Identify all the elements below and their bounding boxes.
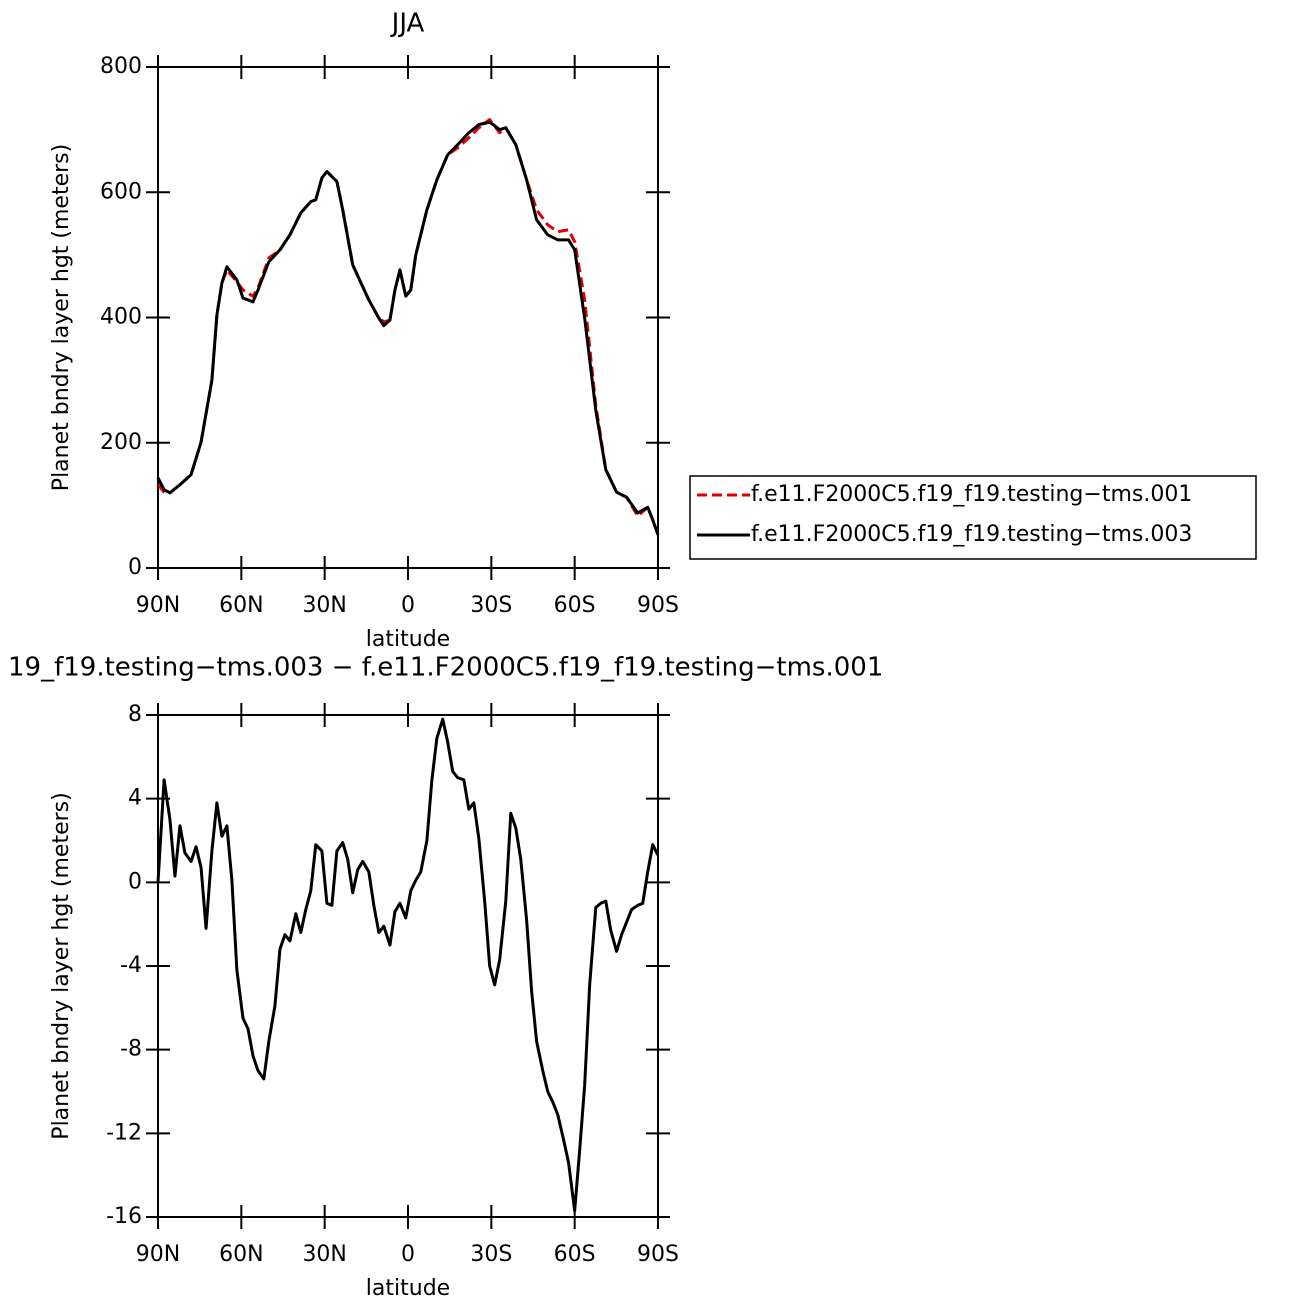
x-tick-label: 90S xyxy=(637,593,679,618)
legend-label: f.e11.F2000C5.f19_f19.testing−tms.003 xyxy=(751,522,1192,547)
y-tick-label: 800 xyxy=(100,54,142,79)
y-tick-label: -8 xyxy=(120,1037,142,1062)
x-tick-label: 60S xyxy=(554,593,596,618)
x-tick-label: 60N xyxy=(219,593,263,618)
y-tick-label: 0 xyxy=(128,555,142,580)
x-tick-label: 0 xyxy=(401,593,415,618)
chart-title: JJA xyxy=(390,9,425,39)
data-line xyxy=(156,717,660,1213)
x-tick-label: 60S xyxy=(554,1242,596,1267)
plot-frame xyxy=(157,66,659,569)
y-tick-label: -12 xyxy=(106,1120,142,1145)
y-axis-label: Planet bndry layer hgt (meters) xyxy=(49,144,74,491)
legend-box xyxy=(689,475,1257,560)
data-line xyxy=(156,120,660,536)
legend-label: f.e11.F2000C5.f19_f19.testing−tms.001 xyxy=(751,482,1192,507)
y-tick-label: 400 xyxy=(100,305,142,330)
y-tick-label: -16 xyxy=(106,1204,142,1229)
x-axis-label: latitude xyxy=(366,627,450,652)
y-tick-label: 0 xyxy=(128,869,142,894)
y-tick-label: 200 xyxy=(100,430,142,455)
x-tick-label: 30N xyxy=(302,1242,346,1267)
y-tick-label: -4 xyxy=(120,953,142,978)
y-axis-label: Planet bndry layer hgt (meters) xyxy=(49,792,74,1139)
chart-title: 19_f19.testing−tms.003 − f.e11.F2000C5.f… xyxy=(8,653,883,683)
plot-frame xyxy=(157,714,659,1218)
x-tick-label: 90S xyxy=(637,1242,679,1267)
y-tick-label: 4 xyxy=(128,786,142,811)
x-tick-label: 60N xyxy=(219,1242,263,1267)
x-tick-label: 90N xyxy=(136,593,180,618)
x-tick-label: 30N xyxy=(302,593,346,618)
x-tick-label: 90N xyxy=(136,1242,180,1267)
x-tick-label: 30S xyxy=(470,593,512,618)
data-line xyxy=(156,118,660,536)
x-tick-label: 30S xyxy=(470,1242,512,1267)
y-tick-label: 8 xyxy=(128,702,142,727)
x-tick-label: 0 xyxy=(401,1242,415,1267)
y-tick-label: 600 xyxy=(100,179,142,204)
x-axis-label: latitude xyxy=(366,1276,450,1301)
